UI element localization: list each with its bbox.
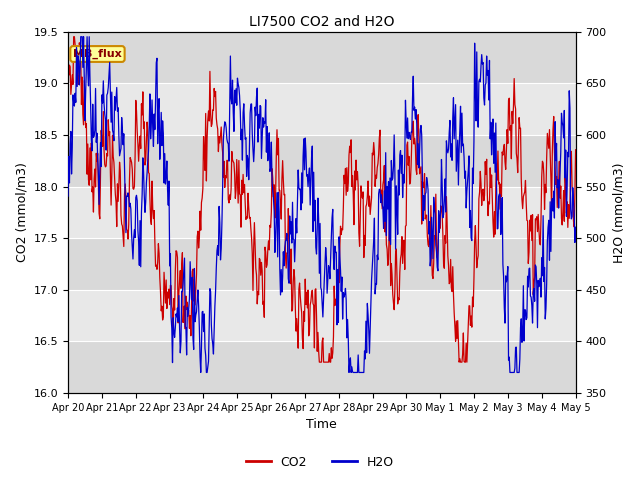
Text: MB_flux: MB_flux [73, 49, 122, 59]
Y-axis label: CO2 (mmol/m3): CO2 (mmol/m3) [15, 162, 28, 262]
Y-axis label: H2O (mmol/m3): H2O (mmol/m3) [612, 162, 625, 263]
Legend: CO2, H2O: CO2, H2O [241, 451, 399, 474]
Bar [68, 341, 575, 393]
X-axis label: Time: Time [307, 419, 337, 432]
Bar [68, 135, 575, 187]
Bar [68, 32, 575, 83]
Bar [68, 238, 575, 290]
Title: LI7500 CO2 and H2O: LI7500 CO2 and H2O [249, 15, 395, 29]
